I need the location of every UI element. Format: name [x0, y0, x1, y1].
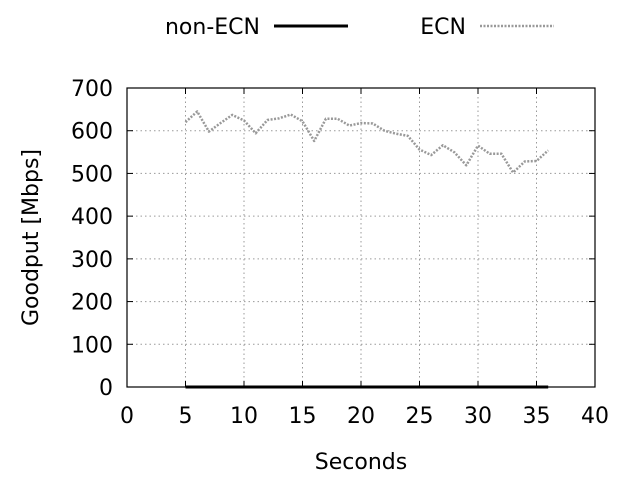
x-tick-label: 20 [347, 404, 375, 429]
legend-label-ecn: ECN [420, 15, 466, 40]
x-tick-label: 35 [523, 404, 551, 429]
x-tick-label: 40 [581, 404, 609, 429]
y-tick-label: 100 [71, 333, 113, 358]
x-tick-label: 0 [120, 404, 134, 429]
series-line-ecn [184, 110, 550, 174]
x-tick-label: 15 [289, 404, 317, 429]
legend: non-ECN ECN [165, 15, 554, 40]
grid [127, 88, 595, 387]
y-tick-label: 0 [99, 376, 113, 401]
x-tick-label: 10 [230, 404, 258, 429]
x-tick-label: 5 [179, 404, 193, 429]
series-lines [184, 110, 550, 389]
legend-label-non-ecn: non-ECN [165, 15, 260, 40]
y-tick-label: 500 [71, 162, 113, 187]
y-tick-label: 200 [71, 291, 113, 316]
y-tick-label: 600 [71, 120, 113, 145]
x-tick-label: 25 [406, 404, 434, 429]
x-axis-title: Seconds [315, 450, 407, 475]
y-tick-label: 300 [71, 248, 113, 273]
y-tick-label: 700 [71, 77, 113, 102]
y-tick-label: 400 [71, 205, 113, 230]
y-axis-title: Goodput [Mbps] [19, 149, 44, 326]
x-tick-label: 30 [464, 404, 492, 429]
